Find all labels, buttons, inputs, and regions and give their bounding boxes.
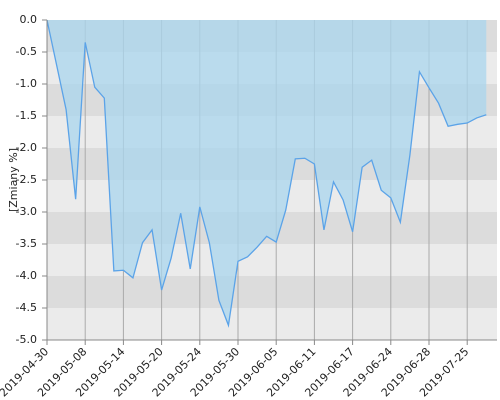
line — [46, 19, 487, 328]
y-tick-label: -2.0 — [16, 141, 37, 154]
grid-band — [47, 276, 497, 308]
y-tick-label: -5.0 — [16, 333, 37, 346]
y-tick-label: -4.5 — [16, 301, 37, 314]
y-tick-label: -3.0 — [16, 205, 37, 218]
y-tick-label: -1.5 — [16, 109, 37, 122]
y-tick-label: -2.5 — [16, 173, 37, 186]
y-axis-label: [Zmiany %] — [7, 148, 20, 212]
y-tick-label: 0.0 — [20, 13, 38, 26]
y-tick-label: -4.0 — [16, 269, 37, 282]
y-tick-label: -3.5 — [16, 237, 37, 250]
area — [47, 20, 487, 326]
y-tick-label: -0.5 — [16, 45, 37, 58]
y-tick-label: -1.0 — [16, 77, 37, 90]
